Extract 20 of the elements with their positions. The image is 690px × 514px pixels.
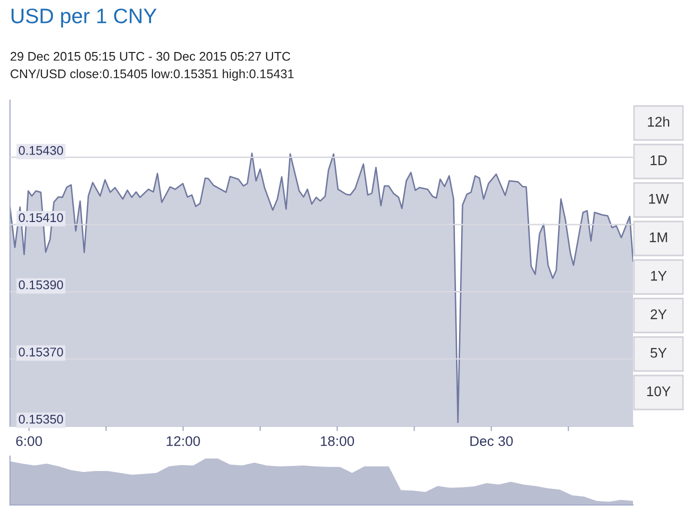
x-tick-label: 18:00	[320, 436, 354, 446]
text: 1D	[650, 156, 667, 166]
x-tick-label: Dec 30	[470, 436, 513, 446]
y-tick-label: 0.15370	[18, 348, 64, 356]
text: 10Y	[647, 386, 671, 396]
y-tick-label: 0.15390	[18, 280, 64, 290]
chart-title: USD per 1 CNY	[12, 8, 157, 28]
text: 2Y	[650, 309, 667, 320]
x-tick-label: 12:00	[166, 436, 200, 446]
y-tick-label: 0.15350	[18, 414, 64, 424]
text: 1M	[650, 232, 668, 242]
y-tick-label: 0.15410	[18, 213, 64, 222]
text: 5Y	[650, 348, 667, 358]
text: 1Y	[651, 271, 667, 281]
chart-subtitle: 29 Dec 2015 05:15 UTC - 30 Dec 2015 05:27 UTC	[10, 52, 290, 61]
x-tick-label: 6:00	[16, 436, 42, 446]
text: CNY/USD close:0.15405 low:0.15351 high:0.15431	[10, 69, 294, 81]
text: 12h	[648, 116, 670, 127]
y-tick-label: 0.15430	[18, 146, 64, 155]
text: 1W	[649, 194, 669, 204]
